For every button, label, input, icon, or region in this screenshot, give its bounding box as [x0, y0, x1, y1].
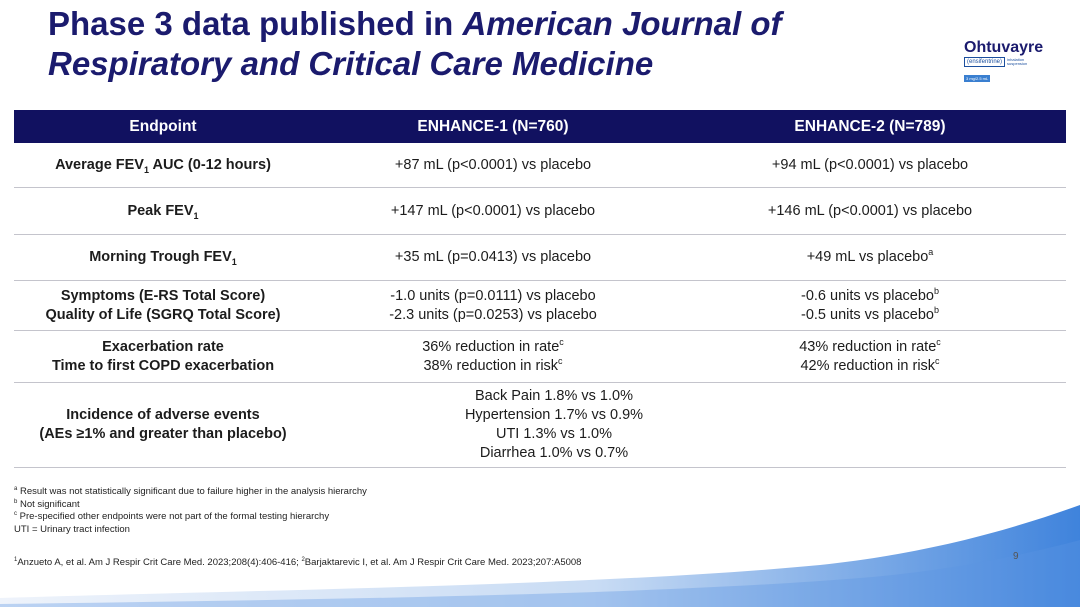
endpoint-cell: Average FEV1 AUC (0-12 hours): [14, 143, 312, 188]
header-enhance-2: ENHANCE-2 (N=789): [674, 110, 1066, 143]
endpoint-cell: Morning Trough FEV1: [14, 234, 312, 281]
footnote: b Not significant: [14, 498, 80, 510]
enhance-2-cell: +49 mL vs placeboa: [674, 234, 1066, 281]
adverse-event-item: Back Pain 1.8% vs 1.0%: [475, 388, 633, 404]
footnotes: a Result was not statistically significa…: [14, 486, 367, 536]
logo-route: inhalation suspension: [1007, 57, 1028, 66]
title-journal-part1: American Journal of: [462, 5, 782, 42]
endpoint-cell: Peak FEV1: [14, 187, 312, 235]
endpoint-cell: Symptoms (E-RS Total Score) Quality of Li…: [14, 280, 312, 331]
table-row: Exacerbation rate Time to first COPD exac…: [14, 330, 1066, 383]
endpoint-cell: Incidence of adverse events (AEs ≥1% and …: [14, 382, 312, 468]
enhance-2-cell: -0.6 units vs placebob -0.5 units vs plac…: [674, 280, 1066, 331]
enhance-1-cell: +35 mL (p=0.0413) vs placebo: [312, 234, 674, 281]
footnote: UTI = Urinary tract infection: [14, 523, 130, 535]
footnote: c Pre-specified other endpoints were not…: [14, 510, 330, 522]
title-plain: Phase 3 data published in: [48, 5, 463, 42]
logo-generic-name: (ensifentrine): [964, 57, 1006, 67]
enhance-1-cell: 36% reduction in ratec 38% reduction in r…: [312, 330, 674, 383]
table-row: Morning Trough FEV1 +35 mL (p=0.0413) vs…: [14, 234, 1066, 281]
table-header-row: Endpoint ENHANCE-1 (N=760) ENHANCE-2 (N=…: [14, 110, 1066, 143]
table-row: Symptoms (E-RS Total Score) Quality of Li…: [14, 280, 1066, 331]
adverse-events-cell: Back Pain 1.8% vs 1.0% Hypertension 1.7%…: [312, 382, 1066, 468]
adverse-event-item: Hypertension 1.7% vs 0.9%: [464, 407, 644, 423]
enhance-2-cell: +94 mL (p<0.0001) vs placebo: [674, 143, 1066, 188]
brand-logo: Ohtuvayre (ensifentrine) inhalation susp…: [964, 40, 1054, 85]
endpoint-cell: Exacerbation rate Time to first COPD exac…: [14, 330, 312, 383]
enhance-2-cell: 43% reduction in ratec 42% reduction in r…: [674, 330, 1066, 383]
references: 1Anzueto A, et al. Am J Respir Crit Care…: [14, 556, 582, 568]
footnote: a Result was not statistically significa…: [14, 485, 367, 497]
results-table: Endpoint ENHANCE-1 (N=760) ENHANCE-2 (N=…: [14, 110, 1066, 468]
slide-title: Phase 3 data published in American Journ…: [48, 4, 908, 84]
table-row: Average FEV1 AUC (0-12 hours) +87 mL (p<…: [14, 143, 1066, 188]
header-endpoint: Endpoint: [14, 110, 312, 143]
page-number: 9: [1013, 551, 1019, 562]
header-enhance-1: ENHANCE-1 (N=760): [312, 110, 674, 143]
logo-dose: 3 mg/2.5 mL: [964, 75, 991, 82]
enhance-1-cell: +147 mL (p<0.0001) vs placebo: [312, 187, 674, 235]
title-journal-part2: Respiratory and Critical Care Medicine: [48, 45, 654, 82]
enhance-1-cell: -1.0 units (p=0.0111) vs placebo -2.3 uni…: [312, 280, 674, 331]
adverse-event-item: Diarrhea 1.0% vs 0.7%: [479, 445, 629, 461]
enhance-2-cell: +146 mL (p<0.0001) vs placebo: [674, 187, 1066, 235]
table-row: Incidence of adverse events (AEs ≥1% and …: [14, 382, 1066, 468]
logo-name: Ohtuvayre: [964, 39, 1044, 56]
table-row: Peak FEV1 +147 mL (p<0.0001) vs placebo …: [14, 187, 1066, 235]
adverse-event-item: UTI 1.3% vs 1.0%: [495, 426, 613, 442]
enhance-1-cell: +87 mL (p<0.0001) vs placebo: [312, 143, 674, 188]
